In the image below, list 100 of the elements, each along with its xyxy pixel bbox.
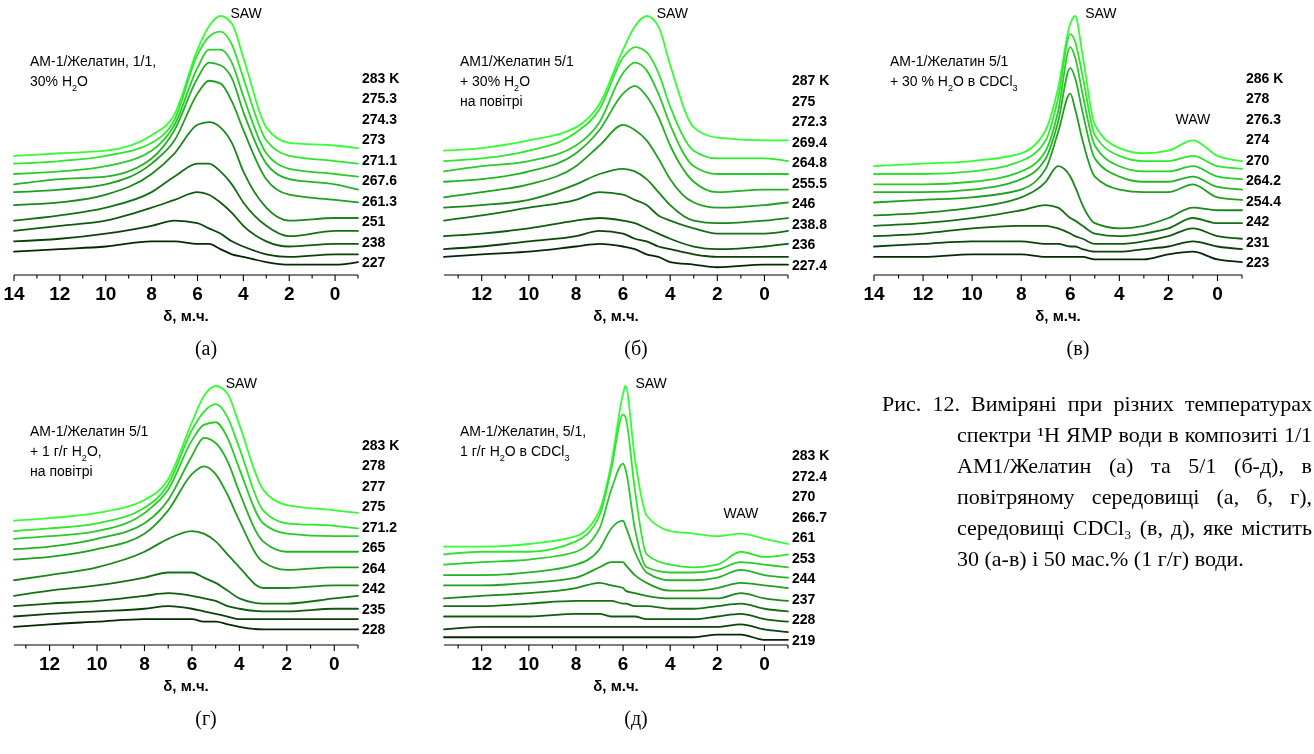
x-tick-label: 6: [192, 283, 203, 304]
series-label: 264.2: [1246, 172, 1282, 189]
x-tick-label: 6: [617, 283, 629, 304]
text: 272.3: [792, 113, 828, 130]
series-label: 242: [362, 580, 386, 597]
text: 264.8: [792, 154, 828, 171]
x-tick-label: 4: [234, 653, 246, 674]
annotation: SAW: [656, 5, 689, 21]
series-label: 264: [362, 559, 386, 576]
x-tick-label: 2: [1163, 283, 1174, 304]
annotation: АМ-1/Желатин, 1/1, 30% H$_{2}$O: [30, 53, 157, 93]
series-label: 231: [1246, 233, 1270, 250]
x-tick-label: 12: [471, 653, 493, 674]
text: 274: [1246, 131, 1270, 148]
annotation: SAW: [635, 375, 668, 391]
x-tick-label: 10: [95, 283, 117, 304]
text: (г): [195, 707, 217, 730]
text: 283 K: [792, 447, 830, 464]
x-tick-label: 12: [912, 283, 934, 304]
x-tick-label: 6: [186, 653, 198, 674]
x-axis-title: δ, м.ч.: [593, 307, 639, 324]
text: Рис. 12. Виміряні при різних температурах спектри ¹H ЯМР води в композиті 1/1 АМ1/Желатин (а) та 5/1 (б-д), в повітряному середовищі (а, б, г), середовищі CDCl₃ (в, д), яке містить 30 (а-в) і 50 мас.% (1 г/г) води.: [882, 390, 1312, 573]
series-label: 261.3: [362, 192, 398, 209]
x-tick-label: 0: [329, 283, 341, 304]
text: 261: [792, 529, 816, 546]
x-tick-label: 14: [3, 283, 25, 304]
x-tick-label: 14: [863, 283, 885, 304]
annotation: SAW: [225, 375, 258, 391]
x-tick-label: 8: [146, 283, 157, 304]
x-tick-label: 6: [617, 653, 629, 674]
text: 275: [362, 498, 386, 515]
series-label: 236: [792, 236, 816, 253]
series-label: 242: [1246, 213, 1270, 230]
text: 269.4: [792, 133, 828, 150]
x-tick-label: 8: [570, 653, 582, 674]
x-tick-label: 8: [1015, 283, 1027, 304]
series-label: 228: [792, 611, 816, 628]
annotation: АМ-1/Желатин 5/1 + 1 г/г H$_{2}$O, на повітрі: [30, 423, 149, 479]
x-tick-label: 10: [86, 653, 108, 674]
series-label: 237: [792, 590, 816, 607]
series-label: 227.4: [792, 256, 828, 273]
x-tick-label: 0: [1212, 283, 1223, 304]
text: (в): [1066, 337, 1090, 360]
x-tick-label: 6: [1064, 283, 1076, 304]
text: 275.3: [362, 90, 398, 107]
x-tick-label: 2: [281, 653, 293, 674]
x-tick-label: 4: [238, 283, 250, 304]
annotation: SAW: [1085, 5, 1118, 21]
text: 275: [792, 92, 816, 109]
text: 271.2: [362, 518, 398, 535]
text: 267.6: [362, 172, 398, 189]
series-label: 238: [362, 233, 386, 250]
annotation: АМ-1/Желатин 5/1 + 30 % H$_{2}$O в CDCl$_{3}$: [890, 53, 1018, 93]
x-tick-label: 2: [712, 653, 723, 674]
series-label: 251: [362, 213, 386, 230]
text: (д): [624, 707, 648, 730]
annotation: АМ-1/Желатин, 5/1, 1 г/г H$_{2}$O в CDCl$_{3}$: [460, 423, 587, 463]
text: 270: [792, 488, 816, 505]
text: 277: [362, 477, 386, 494]
series-label: 238.8: [792, 215, 828, 232]
x-tick-label: 2: [283, 283, 295, 304]
x-tick-label: 0: [759, 653, 770, 674]
x-tick-label: 10: [518, 653, 540, 674]
text: 270: [1246, 151, 1270, 168]
text: 253: [792, 549, 816, 566]
x-axis-title: δ, м.ч.: [163, 677, 209, 694]
text: 273: [362, 131, 386, 148]
x-tick-label: 4: [664, 283, 676, 304]
x-tick-label: 10: [518, 283, 540, 304]
text: 283 K: [362, 436, 400, 453]
x-tick-label: 4: [664, 653, 676, 674]
annotation: WAW: [723, 504, 760, 521]
text: 272.4: [792, 467, 828, 484]
x-tick-label: 10: [961, 283, 983, 304]
annotation: АМ1/Желатин 5/1 + 30% H$_{2}$O на повітрі: [460, 53, 574, 109]
text: 286 K: [1246, 69, 1284, 86]
text: 283 K: [362, 69, 400, 86]
x-tick-label: 12: [49, 283, 71, 304]
x-axis-title: δ, м.ч.: [1035, 307, 1081, 324]
series-label: 235: [362, 600, 386, 617]
text: (б): [624, 337, 648, 360]
x-axis-title: δ, м.ч.: [593, 677, 639, 694]
series-label: 228: [362, 621, 386, 638]
x-tick-label: 8: [570, 283, 582, 304]
x-tick-label: 12: [39, 653, 61, 674]
x-tick-label: 2: [712, 283, 723, 304]
text: (а): [194, 337, 218, 360]
series-label: 246: [792, 195, 816, 212]
x-axis-title: δ, м.ч.: [163, 307, 209, 324]
text: 271.1: [362, 151, 398, 168]
text: 287 K: [792, 72, 830, 89]
x-tick-label: 0: [759, 283, 770, 304]
text: 276.3: [1246, 110, 1282, 127]
series-label: 219: [792, 631, 816, 648]
annotation: SAW: [230, 5, 263, 21]
annotation: WAW: [1175, 111, 1212, 128]
text: 274.3: [362, 110, 398, 127]
x-tick-label: 0: [328, 653, 340, 674]
series-label: 254.4: [1246, 192, 1282, 209]
series-label: 227: [362, 254, 386, 271]
